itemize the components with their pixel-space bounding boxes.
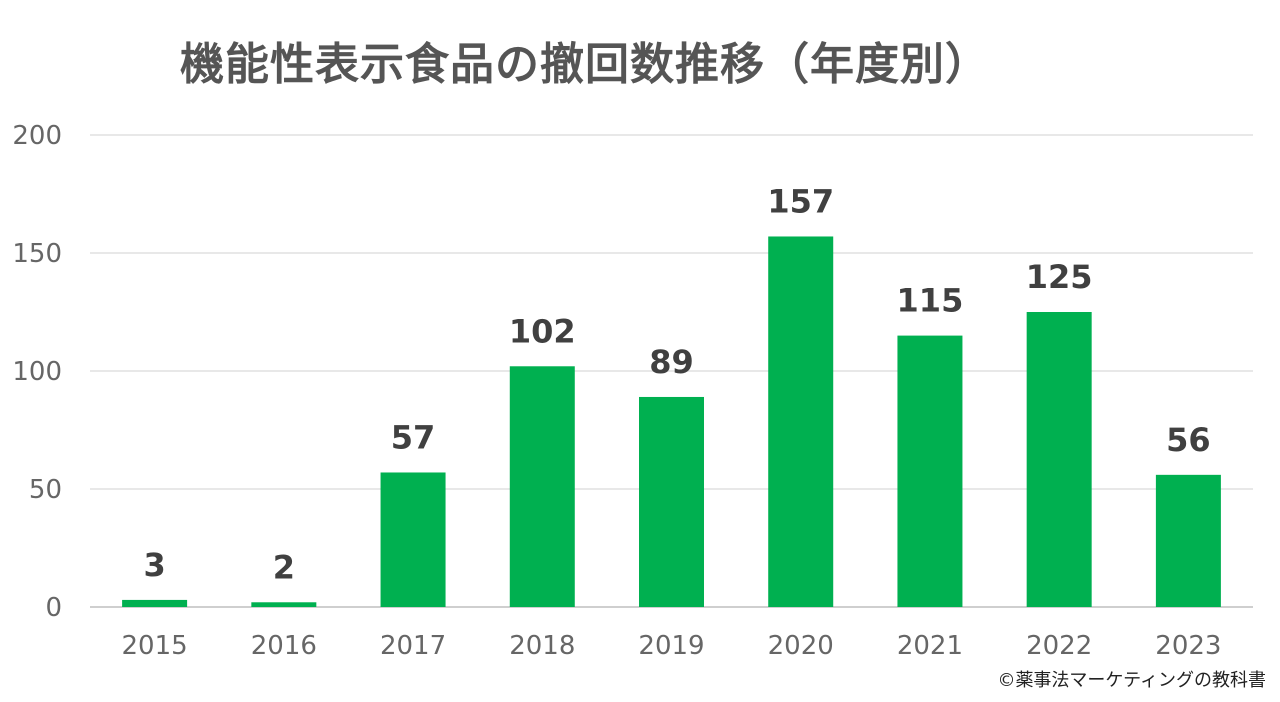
bar-2023 — [1155, 474, 1221, 607]
data-label-2022: 125 — [1026, 258, 1093, 296]
data-labels: 3 2 57 102 89 157 115 125 56 — [143, 182, 1210, 586]
x-axis-ticks: 2015 2016 2017 2018 2019 2020 2021 2022 2023 — [122, 631, 1222, 661]
x-tick-label-2018: 2018 — [509, 631, 575, 661]
bar-2015 — [122, 599, 188, 607]
data-label-2017: 57 — [391, 418, 436, 456]
y-tick-label: 200 — [12, 121, 62, 151]
data-label-2015: 3 — [143, 546, 165, 584]
x-tick-label-2015: 2015 — [122, 631, 188, 661]
chart-title: 機能性表示食品の撤回数推移（年度別） — [180, 39, 990, 90]
x-tick-label-2023: 2023 — [1155, 631, 1221, 661]
data-label-2016: 2 — [273, 548, 295, 586]
copyright-text: ©薬事法マーケティングの教科書 — [997, 670, 1266, 691]
data-label-2020: 157 — [767, 182, 834, 220]
bars — [122, 236, 1221, 608]
x-tick-label-2019: 2019 — [638, 631, 704, 661]
y-tick-label: 0 — [45, 593, 62, 623]
bar-2018 — [509, 366, 575, 607]
data-label-2023: 56 — [1166, 421, 1211, 459]
x-tick-label-2016: 2016 — [251, 631, 317, 661]
y-tick-label: 150 — [12, 239, 62, 269]
y-axis-ticks: 0 50 100 150 200 — [12, 121, 62, 623]
bar-2020 — [768, 236, 834, 608]
data-label-2021: 115 — [897, 282, 964, 320]
x-tick-label-2022: 2022 — [1026, 631, 1092, 661]
x-tick-label-2020: 2020 — [768, 631, 834, 661]
bar-2019 — [639, 396, 704, 607]
data-label-2019: 89 — [649, 343, 694, 381]
bar-2017 — [380, 472, 446, 607]
x-tick-label-2017: 2017 — [380, 631, 446, 661]
bar-2021 — [897, 335, 963, 607]
bar-2022 — [1026, 312, 1092, 607]
y-tick-label: 50 — [29, 475, 62, 505]
x-tick-label-2021: 2021 — [897, 631, 963, 661]
y-tick-label: 100 — [12, 357, 62, 387]
bar-2016 — [251, 602, 317, 607]
data-label-2018: 102 — [509, 312, 576, 350]
